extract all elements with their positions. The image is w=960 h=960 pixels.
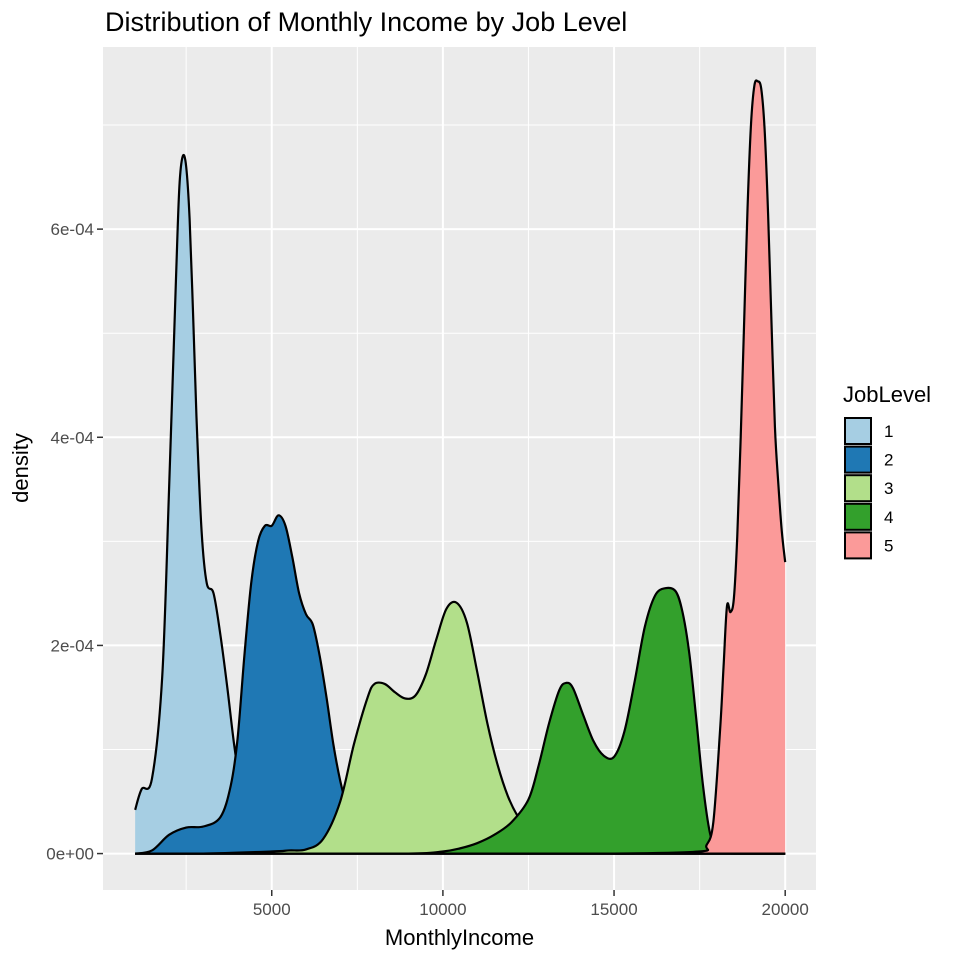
density-outline-level-5 bbox=[135, 79, 787, 855]
legend-label-level-1: 1 bbox=[884, 422, 893, 441]
legend-label-level-4: 4 bbox=[884, 508, 893, 527]
legend: JobLevel 1 2 3 4 5 bbox=[843, 382, 931, 560]
density-area-level-5 bbox=[135, 80, 786, 854]
density-area-level-2 bbox=[135, 515, 786, 854]
density-area-level-3 bbox=[135, 601, 786, 854]
y-tick-label: 4e-04 bbox=[51, 428, 94, 447]
x-axis-title: MonthlyIncome bbox=[385, 925, 534, 950]
chart-title: Distribution of Monthly Income by Job Le… bbox=[105, 7, 627, 37]
x-tick-label: 10000 bbox=[419, 900, 466, 919]
density-areas bbox=[134, 79, 787, 855]
legend-key-level-2 bbox=[844, 445, 872, 474]
legend-label-level-5: 5 bbox=[884, 536, 893, 555]
legend-label-level-3: 3 bbox=[884, 479, 893, 498]
density-area-level-4 bbox=[135, 587, 786, 854]
density-area-level-1 bbox=[135, 154, 786, 854]
density-outline-level-4 bbox=[135, 586, 786, 855]
x-tick-label: 20000 bbox=[762, 900, 809, 919]
legend-label-level-2: 2 bbox=[884, 451, 893, 470]
legend-key-level-1 bbox=[844, 417, 872, 445]
y-tick-label: 6e-04 bbox=[51, 220, 94, 239]
legend-key-level-3 bbox=[844, 474, 872, 503]
legend-key-level-4 bbox=[844, 502, 872, 531]
legend-key-level-5 bbox=[844, 531, 872, 560]
y-tick-label: 2e-04 bbox=[51, 636, 94, 655]
x-tick-label: 5000 bbox=[253, 900, 291, 919]
x-tick-label: 15000 bbox=[590, 900, 637, 919]
legend-title: JobLevel bbox=[843, 382, 931, 407]
y-tick-label: 0e+00 bbox=[46, 845, 94, 864]
axes: 5000 10000 15000 20000 0e+00 2e-04 4e-04 6e-04 bbox=[46, 220, 809, 919]
y-axis-title: density bbox=[8, 433, 33, 503]
